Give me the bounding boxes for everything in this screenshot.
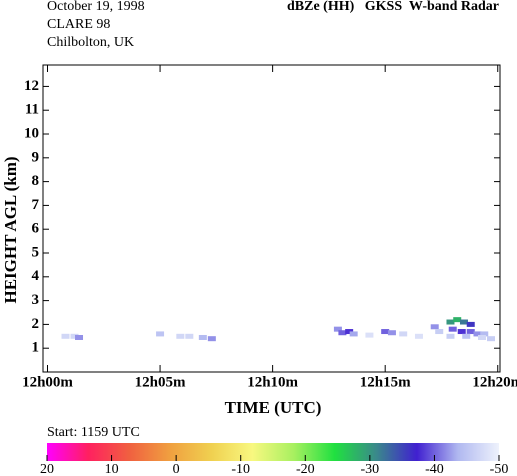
echo-cell [459,319,468,325]
y-tick-label: 11 [25,102,39,118]
echo-cell [381,329,390,335]
echo-cell [70,333,79,339]
echo-cell [453,317,462,323]
x-tick-label: 12h00m [22,374,73,390]
x-tick-label: 12h05m [135,374,186,390]
colorbar-tick-label: -50 [490,462,509,476]
echo-cell [462,333,471,339]
echo-cell [156,331,165,337]
plot-frame [42,64,501,373]
echo-cell [446,333,455,339]
echo-cell [207,336,216,342]
echo-cell [414,333,423,339]
x-tick-label: 12h15m [360,374,411,390]
colorbar-tick-label: 20 [40,462,54,476]
y-tick-label: 10 [24,125,39,141]
y-tick-label: 12 [24,78,39,94]
y-tick-label: 7 [32,197,40,213]
y-tick-label: 9 [32,149,40,165]
echo-cell [466,321,475,327]
echo-cell [486,336,495,342]
echo-cell [399,331,408,337]
echo-cell [198,334,207,340]
echo-cell [435,329,444,335]
echo-cell [446,319,455,325]
colorbar-tick-label: -40 [425,462,444,476]
echo-cell [75,334,84,340]
header-line: Chilbolton, UK [47,35,134,50]
echo-cell [345,329,354,335]
echo-cell [477,334,486,340]
chart-title: dBZe (HH) GKSS W-band Radar [287,0,499,14]
y-tick-label: 1 [32,340,40,356]
colorbar-tick-label: 0 [173,462,180,476]
colorbar-tick-label: -10 [231,462,250,476]
echo-cell [61,333,70,339]
echo-cell [365,332,374,338]
x-axis-label: TIME (UTC) [225,398,322,417]
y-tick-label: 5 [32,244,40,260]
echo-cell [333,326,342,332]
echo-cell [480,331,489,337]
echo-cell [466,329,475,335]
echo-cell [338,330,347,336]
echo-cell [430,324,439,330]
echo-cell [349,331,358,337]
y-tick-label: 6 [32,221,40,237]
x-tick-label: 12h10m [247,374,298,390]
y-tick-label: 4 [32,268,40,284]
echo-cell [176,333,185,339]
colorbar-tick-label: 10 [105,462,119,476]
y-axis-label: HEIGHT AGL (km) [1,156,20,303]
y-tick-label: 3 [32,292,40,308]
x-tick-label: 12h20m [472,374,517,390]
echo-cell [185,333,194,339]
header-line: October 19, 1998 [47,0,145,14]
echo-cell [448,326,457,332]
colorbar-label: Start: 1159 UTC [47,425,140,440]
header-line: CLARE 98 [47,17,110,32]
echo-cell [457,329,466,335]
colorbar [47,443,499,461]
echo-cell [473,331,482,337]
y-tick-label: 2 [32,316,40,332]
echo-cell [387,330,396,336]
y-tick-label: 8 [32,173,40,189]
colorbar-tick-label: -30 [361,462,380,476]
colorbar-tick-label: -20 [296,462,315,476]
